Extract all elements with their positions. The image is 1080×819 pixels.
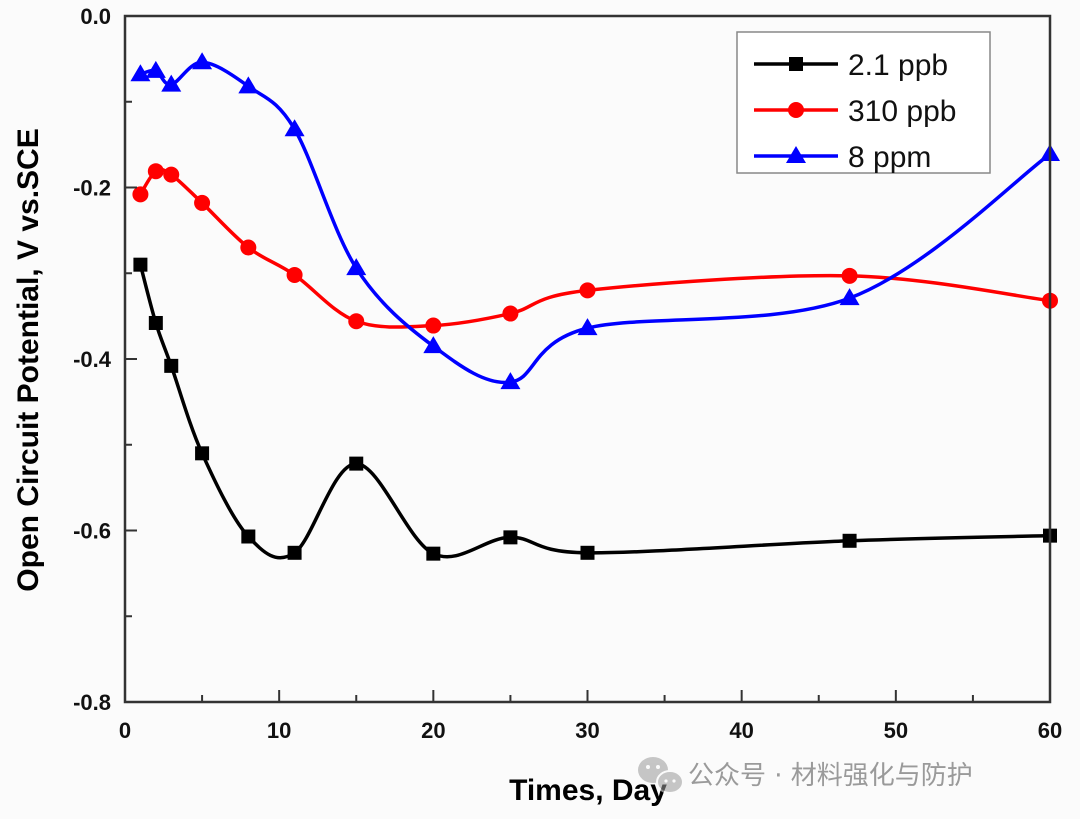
legend-label: 310 ppb <box>848 95 956 128</box>
data-point <box>195 446 210 461</box>
axis-ticks: 0 10 20 30 40 50 60 0.0 -0.2 -0.4 -0.6 -0.8 <box>73 4 1062 743</box>
y-tick-label: -0.2 <box>73 176 111 201</box>
data-point <box>841 267 858 284</box>
x-tick-label: 10 <box>267 718 291 743</box>
legend-box <box>736 31 991 174</box>
data-point <box>426 546 441 561</box>
data-point <box>161 74 182 92</box>
series-310-ppb <box>132 163 1058 334</box>
data-point <box>839 288 860 306</box>
y-tick-label: -0.6 <box>73 519 111 544</box>
watermark-text: 公众号 · 材料强化与防护 <box>688 761 973 791</box>
series-line <box>138 167 1051 329</box>
data-point <box>132 186 149 203</box>
y-axis-title: Open Circuit Potential, V vs.SCE <box>12 128 45 591</box>
x-tick-label: 60 <box>1038 718 1062 743</box>
data-point <box>192 52 213 70</box>
series-line <box>138 264 1051 560</box>
x-tick-label: 40 <box>729 718 753 743</box>
data-point <box>163 166 180 183</box>
series-2-1-ppb <box>133 257 1057 561</box>
legend-marker <box>788 102 804 118</box>
y-tick-label: -0.4 <box>73 347 112 372</box>
data-point <box>286 266 303 283</box>
data-point <box>148 315 163 330</box>
data-point <box>842 533 857 548</box>
legend-item: 8 ppm <box>754 141 931 174</box>
data-point <box>130 64 151 82</box>
data-point <box>425 317 442 334</box>
data-point <box>346 258 367 276</box>
data-point <box>287 545 302 560</box>
y-tick-label: -0.8 <box>73 690 111 715</box>
data-point <box>145 60 166 78</box>
series-layer <box>130 52 1060 561</box>
data-point <box>423 336 444 354</box>
legend-item: 310 ppb <box>754 95 956 128</box>
series-line <box>139 60 1052 385</box>
x-tick-label: 30 <box>575 718 599 743</box>
legend-label: 2.1 ppb <box>848 49 948 82</box>
legend-marker <box>789 57 803 71</box>
data-point <box>579 282 596 299</box>
legend-marker <box>786 146 806 163</box>
data-point <box>194 194 211 211</box>
data-point <box>133 257 148 272</box>
x-tick-label: 50 <box>884 718 908 743</box>
y-tick-label: 0.0 <box>80 4 111 29</box>
x-tick-label: 0 <box>119 718 131 743</box>
data-point <box>348 313 365 330</box>
data-point <box>500 372 521 390</box>
data-point <box>238 76 259 94</box>
x-tick-label: 20 <box>421 718 445 743</box>
data-point <box>580 545 595 560</box>
x-axis-title: Times, Day <box>509 774 667 807</box>
legend-items: 2.1 ppb 310 ppb 8 ppm <box>754 49 956 174</box>
data-point <box>147 163 164 180</box>
wechat-icon <box>638 757 684 794</box>
watermark: 公众号 · 材料强化与防护 <box>638 757 973 794</box>
data-point <box>164 358 179 373</box>
data-point <box>349 456 364 471</box>
data-point <box>503 530 518 545</box>
series-8-ppm <box>130 52 1060 390</box>
data-point <box>241 529 256 544</box>
legend: 2.1 ppb 310 ppb 8 ppm <box>736 31 991 174</box>
legend-item: 2.1 ppb <box>754 49 948 82</box>
data-point <box>284 119 305 137</box>
data-point <box>240 239 257 256</box>
data-point <box>502 305 519 322</box>
data-point <box>577 318 598 336</box>
legend-label: 8 ppm <box>848 141 931 174</box>
